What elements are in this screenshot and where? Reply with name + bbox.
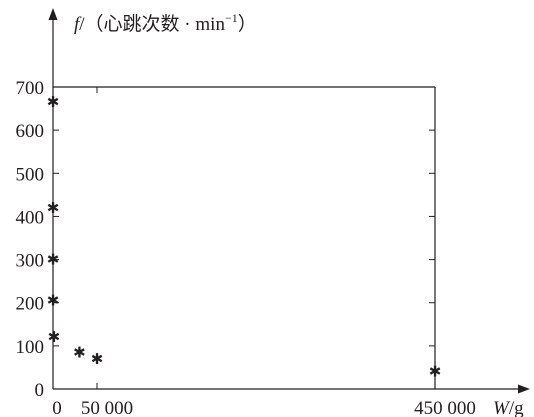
y-tick-label: 600: [16, 121, 45, 142]
axes: [48, 8, 530, 394]
x-tick-label: 50 000: [81, 398, 133, 417]
x-tick-label: 450 000: [414, 398, 476, 417]
x-axis-title: W/g: [493, 398, 524, 417]
y-tick-label: 200: [16, 294, 45, 315]
data-point: ✱: [47, 93, 60, 111]
x-ticks: 0 50 000 450 000: [52, 87, 476, 417]
y-tick-label: 700: [16, 78, 45, 99]
y-tick-label: 400: [16, 207, 45, 228]
y-axis-title: f/（心跳次数 · min−1）: [74, 11, 257, 35]
data-point: ✱: [47, 292, 60, 310]
y-tick-label: 0: [35, 380, 45, 401]
y-axis-exponent: −1: [225, 11, 238, 25]
x-axis-symbol: W: [493, 398, 511, 417]
y-tick-label: 100: [16, 337, 45, 358]
y-tick-label: 300: [16, 251, 45, 272]
y-axis-close: ）: [238, 13, 257, 35]
y-axis-symbol: f: [74, 14, 82, 35]
y-tick-label: 500: [16, 164, 45, 185]
data-point: ✱: [48, 328, 61, 346]
data-point: ✱: [47, 251, 60, 269]
y-axis-label: /（心跳次数 · min: [79, 13, 225, 35]
data-point: ✱: [429, 363, 442, 381]
y-axis-arrow: [48, 8, 58, 20]
x-axis-arrow: [518, 384, 530, 394]
data-point: ✱: [91, 350, 104, 368]
x-tick-label: 0: [52, 398, 62, 417]
y-ticks: 0 100 200 300 400 500 600 700: [16, 78, 435, 401]
x-axis-unit: /g: [509, 398, 524, 417]
data-point: ✱: [47, 199, 60, 217]
data-point: ✱: [73, 343, 86, 361]
data-points: ✱ ✱ ✱ ✱ ✱ ✱ ✱ ✱: [47, 93, 442, 381]
